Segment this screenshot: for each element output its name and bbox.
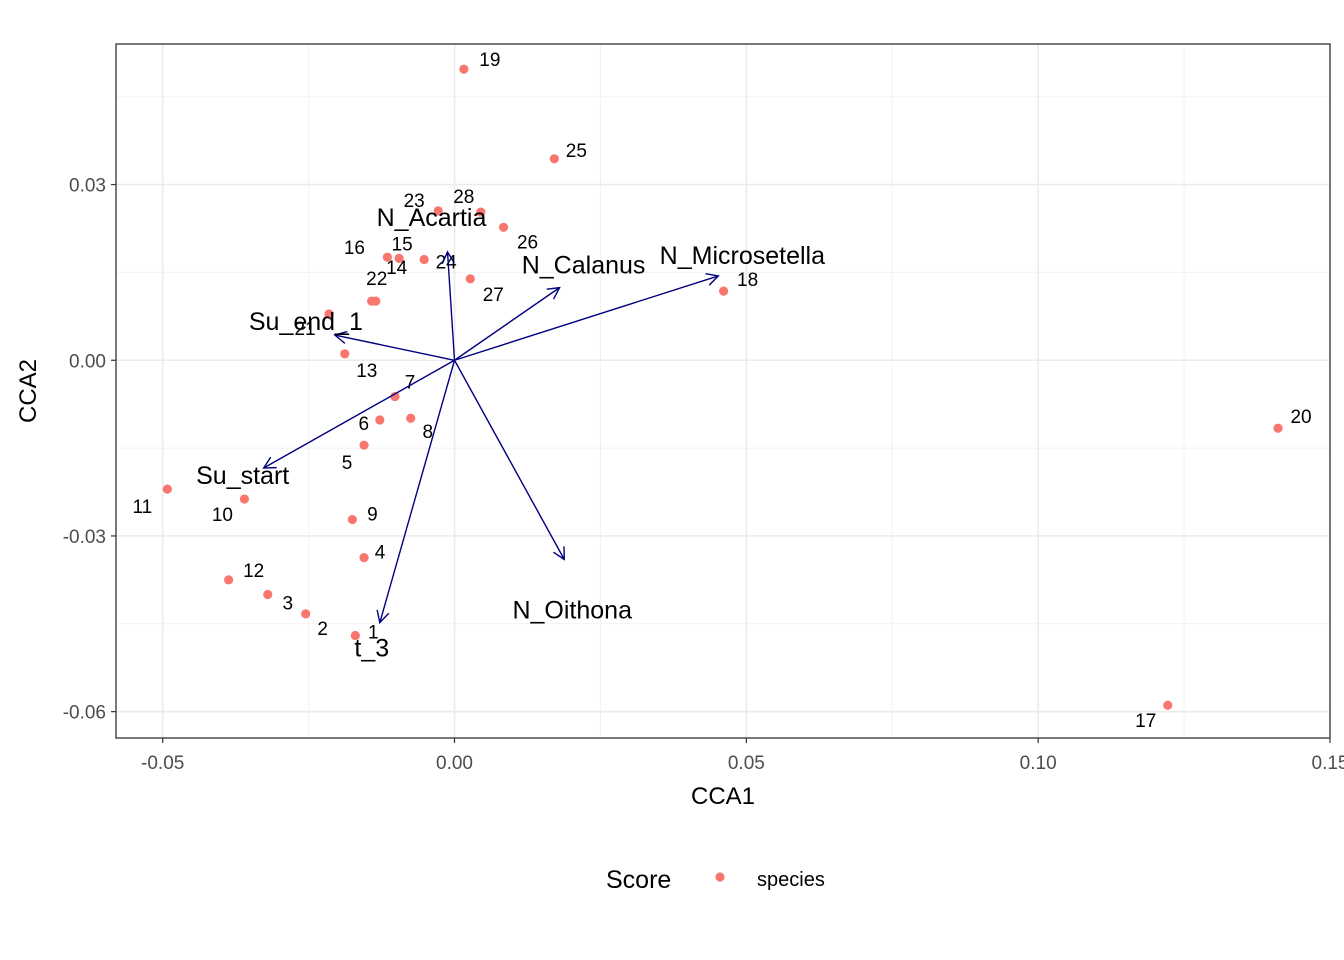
species-point-label: 25	[566, 141, 587, 162]
vector-Su_end_1	[333, 330, 455, 361]
x-tick-label: 0.10	[1020, 753, 1057, 774]
species-point-label: 2	[317, 619, 328, 640]
species-point-label: 15	[392, 234, 413, 255]
species-point-16	[382, 252, 392, 262]
x-tick-label: -0.05	[141, 753, 184, 774]
species-point-15	[394, 253, 404, 263]
species-point-22	[371, 296, 381, 306]
species-point-label: 27	[483, 285, 504, 306]
species-point-21	[324, 309, 334, 319]
species-point-label: 3	[282, 594, 293, 615]
legend-entry-species: species	[757, 869, 825, 891]
species-point-13	[340, 349, 350, 359]
species-point-label: 22	[366, 269, 387, 290]
species-point-label: 26	[517, 232, 538, 253]
y-axis-ticks: -0.06 -0.03 0.00 0.03	[63, 176, 116, 724]
species-point-label: 5	[342, 453, 353, 474]
y-tick-label: -0.06	[63, 703, 106, 724]
species-point-label: 23	[404, 191, 425, 212]
species-point-label: 13	[356, 361, 377, 382]
species-point-7	[390, 391, 400, 402]
vector-label: t_3	[354, 635, 389, 663]
species-point-17	[1163, 700, 1173, 710]
species-point-27	[465, 274, 475, 284]
species-point-label: 9	[367, 505, 378, 526]
species-point-label: 19	[479, 50, 500, 71]
species-point-label: 1	[368, 623, 379, 644]
x-tick-label: 0.05	[728, 753, 765, 774]
major-gridlines	[116, 44, 1331, 738]
vector-N_Calanus	[454, 286, 561, 361]
species-point-label: 18	[737, 270, 758, 291]
species-point-label: 14	[386, 258, 408, 279]
species-point-label: 10	[212, 505, 233, 526]
vector-label: N_Oithona	[512, 596, 632, 624]
x-axis-title: CCA1	[691, 783, 755, 810]
environment-vectors	[262, 250, 720, 625]
vector-Su_start	[262, 359, 455, 469]
y-axis-title: CCA2	[15, 359, 42, 423]
y-tick-label: 0.00	[69, 351, 106, 372]
minor-gridlines	[116, 44, 1330, 738]
species-point-19	[459, 64, 469, 74]
species-point-label: 21	[294, 319, 315, 340]
legend: Score species	[606, 866, 825, 894]
x-tick-label: 0.15	[1312, 753, 1344, 774]
x-axis-ticks: -0.05 0.00 0.05 0.10 0.15	[141, 738, 1344, 774]
species-point-11	[162, 484, 172, 494]
x-tick-label: 0.00	[436, 753, 473, 774]
species-point-28	[476, 207, 486, 217]
species-point-5	[359, 440, 369, 450]
vector-label: N_Acartia	[377, 204, 487, 232]
species-point-24	[419, 254, 429, 265]
vector-N_Acartia	[441, 250, 456, 361]
vector-label: N_Calanus	[522, 252, 646, 280]
species-point-label: 12	[243, 561, 264, 582]
species-point-18	[718, 286, 729, 296]
species-point-25	[549, 154, 559, 164]
species-point-label: 17	[1135, 711, 1156, 732]
species-point-8	[406, 413, 416, 423]
panel-border	[115, 43, 1331, 739]
species-points	[162, 64, 1283, 710]
species-point-3	[263, 589, 273, 600]
species-point-1	[350, 630, 360, 641]
species-point-label: 6	[359, 414, 370, 435]
legend-swatch-species	[715, 872, 725, 882]
species-point-label: 20	[1290, 407, 1311, 428]
species-point-label: 4	[375, 543, 386, 564]
species-point-20	[1273, 423, 1283, 433]
vector-label: Su_end_1	[249, 308, 363, 336]
species-point-label: 16	[344, 238, 365, 259]
species-point-26	[498, 222, 509, 232]
species-point-9	[347, 514, 357, 525]
y-tick-label: 0.03	[69, 176, 106, 197]
species-point-label: 8	[422, 422, 433, 443]
species-point-label: 7	[405, 373, 416, 394]
species-point-6	[375, 415, 385, 425]
species-point-23	[433, 206, 443, 216]
y-tick-label: -0.03	[63, 527, 106, 548]
species-point-4	[359, 553, 369, 563]
vector-label: N_Microsetella	[660, 242, 825, 270]
species-point-label: 28	[453, 187, 474, 208]
species-point-12	[224, 575, 234, 585]
species-point-label: 11	[132, 497, 152, 518]
legend-title: Score	[606, 866, 671, 894]
vector-N_Oithona	[453, 359, 565, 561]
species-point-10	[239, 494, 250, 504]
species-point-labels: 1234567891011121314151617181920212223242…	[132, 50, 1311, 732]
vector-N_Microsetella	[454, 272, 720, 361]
environment-vector-labels: N_Acartia N_Calanus N_Microsetella Su_end_1…	[196, 204, 825, 663]
species-point-2	[301, 609, 311, 619]
vector-label: Su_start	[196, 462, 289, 490]
vector-t_3	[376, 360, 456, 625]
